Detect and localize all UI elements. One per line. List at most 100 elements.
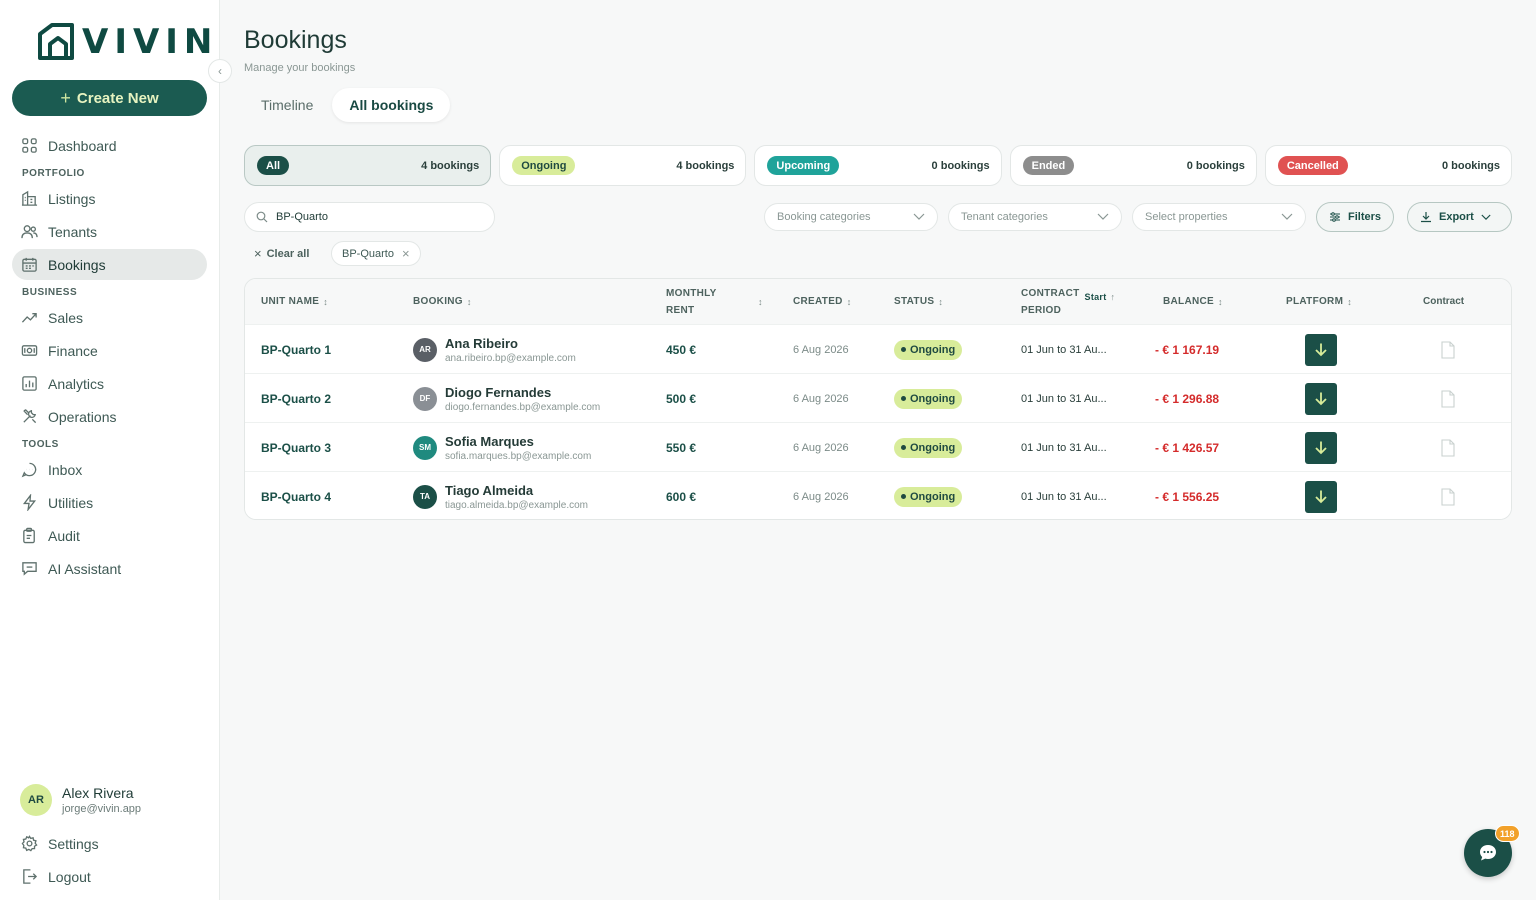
tenant-name[interactable]: Sofia Marques: [445, 433, 534, 449]
col-unit-name[interactable]: UNIT NAME ↕: [261, 279, 328, 324]
chat-badge: 118: [1495, 825, 1520, 842]
col-created[interactable]: CREATED ↕: [793, 279, 852, 324]
sidebar-item-label: Bookings: [48, 256, 106, 273]
chip-label: BP-Quarto: [342, 247, 394, 260]
created-date: 6 Aug 2026: [793, 392, 849, 405]
chevron-down-icon: [1481, 214, 1491, 220]
user-email: jorge@vivin.app: [62, 803, 142, 815]
status-card-all[interactable]: All 4 bookings: [244, 145, 492, 186]
tenant-name[interactable]: Diogo Fernandes: [445, 384, 552, 400]
tenant-name[interactable]: Ana Ribeiro: [445, 335, 518, 351]
sidebar-item-audit[interactable]: Audit: [12, 520, 207, 551]
export-button[interactable]: Export: [1407, 202, 1512, 232]
status-dot: [901, 445, 906, 450]
sidebar-item-listings[interactable]: Listings: [12, 183, 207, 214]
header-label: CREATED: [793, 296, 843, 307]
document-icon[interactable]: [1441, 340, 1455, 359]
platform-button[interactable]: [1305, 382, 1337, 415]
sidebar-item-logout[interactable]: Logout: [12, 861, 207, 892]
sidebar-item-ai-assistant[interactable]: AI Assistant: [12, 553, 207, 584]
tenant-categories-select[interactable]: Tenant categories: [948, 203, 1122, 231]
document-icon[interactable]: [1441, 487, 1455, 506]
platform-button[interactable]: [1305, 431, 1337, 464]
gear-icon: [21, 835, 38, 852]
avatar: TA: [413, 484, 437, 509]
unit-name-link[interactable]: BP-Quarto 1: [261, 342, 332, 357]
tenant-email: diogo.fernandes.bp@example.com: [445, 401, 601, 413]
unit-name-link[interactable]: BP-Quarto 2: [261, 391, 332, 406]
sidebar-item-operations[interactable]: Operations: [12, 401, 207, 432]
monthly-rent: 600 €: [666, 489, 697, 504]
sidebar-item-dashboard[interactable]: Dashboard: [12, 130, 207, 161]
close-icon[interactable]: ×: [401, 246, 410, 261]
col-balance[interactable]: BALANCE ↕: [1163, 279, 1223, 324]
header-label: UNIT NAME: [261, 296, 320, 307]
status-card-cancelled[interactable]: Cancelled 0 bookings: [1264, 145, 1513, 186]
table-row[interactable]: BP-Quarto 4 TA Tiago Almeida tiago.almeid…: [245, 471, 1511, 519]
house-logo-icon: [38, 23, 74, 60]
chevron-down-icon: [1281, 213, 1293, 220]
clear-all-button[interactable]: × Clear all: [254, 246, 309, 261]
chevron-down-icon: [1097, 213, 1109, 220]
create-new-button[interactable]: + Create New: [12, 80, 207, 116]
col-status[interactable]: STATUS ↕: [894, 279, 943, 324]
tab-timeline[interactable]: Timeline: [261, 97, 314, 113]
bar-chart-icon: [22, 376, 37, 391]
sidebar-item-finance[interactable]: Finance: [12, 335, 207, 366]
sidebar-item-analytics[interactable]: Analytics: [12, 368, 207, 399]
created-date: 6 Aug 2026: [793, 490, 849, 503]
collapse-sidebar-button[interactable]: ‹: [208, 59, 232, 83]
table-row[interactable]: BP-Quarto 1 AR Ana Ribeiro ana.ribeiro.bp…: [245, 324, 1511, 373]
document-icon[interactable]: [1441, 389, 1455, 408]
filters-button[interactable]: Filters: [1316, 202, 1395, 232]
platform-button[interactable]: [1305, 333, 1337, 366]
document-icon[interactable]: [1441, 438, 1455, 457]
platform-button[interactable]: [1305, 480, 1337, 513]
status-card-ended[interactable]: Ended 0 bookings: [1009, 145, 1257, 186]
user-profile[interactable]: AR Alex Rivera jorge@vivin.app: [20, 784, 141, 816]
sort-icon: ↕: [466, 296, 472, 307]
sidebar-item-utilities[interactable]: Utilities: [12, 487, 207, 518]
tab-all-bookings[interactable]: All bookings: [332, 88, 451, 122]
tenant-name[interactable]: Tiago Almeida: [445, 482, 534, 498]
tenant-email: sofia.marques.bp@example.com: [445, 450, 592, 462]
status-badge: Ongoing: [894, 437, 963, 458]
contract-period: 01 Jun to 31 Au...: [1021, 490, 1107, 503]
active-filter-chip[interactable]: BP-Quarto ×: [331, 241, 421, 266]
sidebar-item-settings[interactable]: Settings: [12, 828, 207, 859]
unit-cell: BP-Quarto 2: [261, 374, 331, 423]
tenant-email: tiago.almeida.bp@example.com: [445, 499, 589, 511]
col-monthly-rent-sort[interactable]: ↕: [754, 279, 763, 324]
col-monthly-rent[interactable]: MONTHLY RENT: [666, 279, 717, 324]
search-input[interactable]: [276, 211, 476, 223]
brand-logo[interactable]: VIVIN: [36, 22, 218, 62]
sidebar-item-label: Dashboard: [48, 137, 117, 154]
balance-value: - € 1 296.88: [1155, 391, 1220, 406]
user-name: Alex Rivera: [62, 785, 134, 801]
col-platform[interactable]: PLATFORM ↕: [1286, 279, 1352, 324]
sidebar-item-tenants[interactable]: Tenants: [12, 216, 207, 247]
col-booking[interactable]: BOOKING ↕: [413, 279, 472, 324]
properties-select[interactable]: Select properties: [1132, 203, 1306, 231]
sidebar-item-bookings[interactable]: Bookings: [12, 249, 207, 280]
sidebar-item-inbox[interactable]: Inbox: [12, 454, 207, 485]
status-card-ongoing[interactable]: Ongoing 4 bookings: [499, 145, 747, 186]
status-dot: [901, 396, 906, 401]
col-contract-period[interactable]: CONTRACT PERIOD Start ↑: [1021, 279, 1115, 324]
contract-period: 01 Jun to 31 Au...: [1021, 392, 1107, 405]
created-date: 6 Aug 2026: [793, 343, 849, 356]
unit-name-link[interactable]: BP-Quarto 4: [261, 489, 332, 504]
table-row[interactable]: BP-Quarto 2 DF Diogo Fernandes diogo.fern…: [245, 373, 1511, 422]
view-tabs: Timeline All bookings: [244, 88, 451, 122]
sort-up-icon: ↑: [1110, 292, 1116, 302]
avatar: AR: [413, 337, 437, 362]
balance-cell: - € 1 426.57: [1155, 423, 1219, 472]
table-row[interactable]: BP-Quarto 3 SM Sofia Marques sofia.marque…: [245, 422, 1511, 471]
sidebar-item-sales[interactable]: Sales: [12, 302, 207, 333]
avatar: DF: [413, 386, 437, 411]
status-card-upcoming[interactable]: Upcoming 0 bookings: [754, 145, 1002, 186]
unit-name-link[interactable]: BP-Quarto 3: [261, 440, 332, 455]
booking-categories-select[interactable]: Booking categories: [764, 203, 938, 231]
clipboard-icon: [23, 527, 35, 544]
contract-period: 01 Jun to 31 Au...: [1021, 441, 1107, 454]
